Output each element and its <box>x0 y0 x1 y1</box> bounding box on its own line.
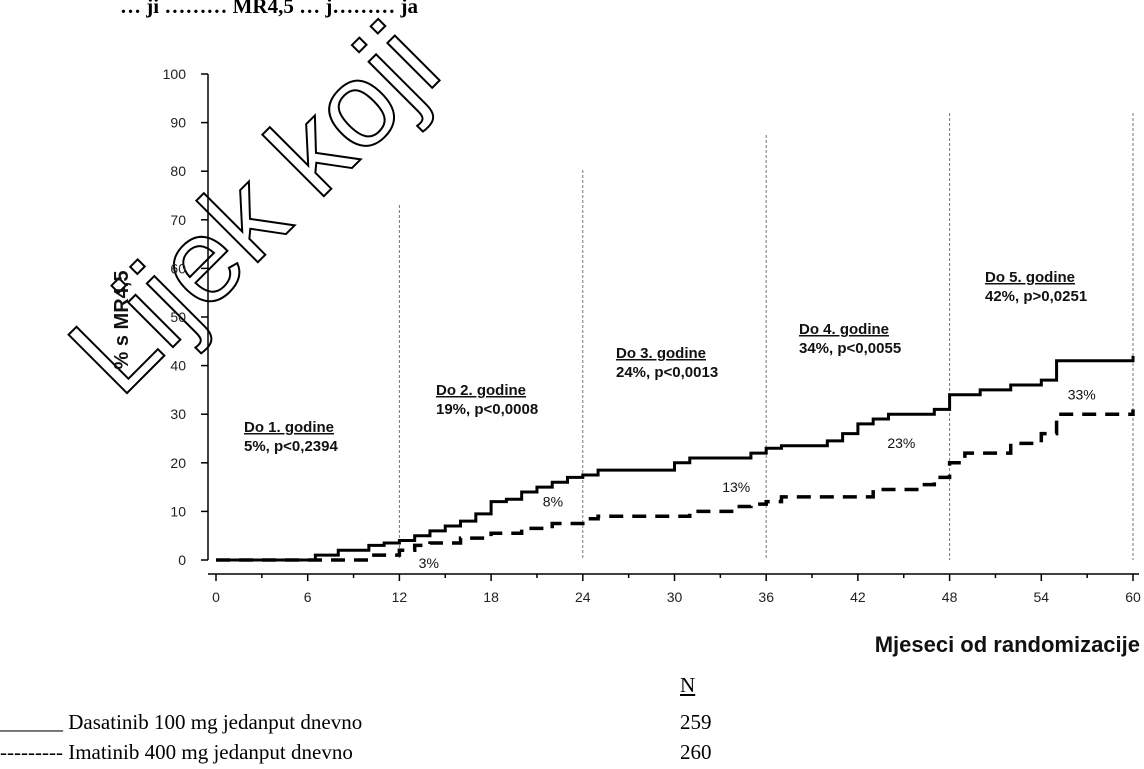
period-title-2: Do 2. godine <box>436 382 526 399</box>
y-tick-label-10: 10 <box>170 503 186 519</box>
watermark: Lijek koji <box>43 0 465 419</box>
x-tick-label-60: 60 <box>1125 589 1141 605</box>
annotations: Do 1. godine 5%, p<0,2394 Do 2. godine 19%,… <box>244 269 1096 571</box>
x-tick-label-6: 6 <box>304 589 312 605</box>
axes: 0 10 20 30 40 50 60 70 80 90 100 0 6 12 18 24 30 36 42 48 54… <box>111 66 1141 657</box>
x-tick-label-24: 24 <box>575 589 591 605</box>
pct-label-5: 33% <box>1068 387 1096 403</box>
period-title-3: Do 3. godine <box>616 345 706 362</box>
period-stat-1: 5%, p<0,2394 <box>244 438 338 455</box>
x-tick-label-12: 12 <box>392 589 408 605</box>
x-tick-label-42: 42 <box>850 589 866 605</box>
y-tick-label-50: 50 <box>170 309 186 325</box>
series-layer <box>216 355 1135 562</box>
y-tick-label-30: 30 <box>170 406 186 422</box>
period-stat-3: 24%, p<0,0013 <box>616 364 718 381</box>
imatinib-line <box>216 409 1135 562</box>
page-title: … ji ……… MR4,5 … j……… ja <box>120 0 419 18</box>
y-tick-label-0: 0 <box>178 552 186 568</box>
pct-label-1: 3% <box>419 555 439 571</box>
y-tick-label-60: 60 <box>170 260 186 276</box>
x-tick-label-36: 36 <box>758 589 774 605</box>
period-title-5: Do 5. godine <box>985 269 1075 286</box>
x-tick-label-54: 54 <box>1034 589 1050 605</box>
x-tick-label-30: 30 <box>667 589 683 605</box>
y-tick-label-80: 80 <box>170 163 186 179</box>
y-tick-label-40: 40 <box>170 358 186 374</box>
period-stat-4: 34%, p<0,0055 <box>799 340 901 357</box>
x-tick-label-48: 48 <box>942 589 958 605</box>
pct-label-3: 13% <box>722 479 750 495</box>
y-tick-label-70: 70 <box>170 212 186 228</box>
x-tick-label-18: 18 <box>483 589 499 605</box>
period-divider-lines <box>398 113 1134 560</box>
period-stat-2: 19%, p<0,0008 <box>436 401 538 418</box>
period-title-1: Do 1. godine <box>244 419 334 436</box>
y-tick-label-90: 90 <box>170 115 186 131</box>
y-tick-label-100: 100 <box>163 66 187 82</box>
pct-label-2: 8% <box>543 494 563 510</box>
watermark-text: Lijek koji <box>44 0 464 418</box>
y-axis-title: % s MR4,5 <box>111 271 133 370</box>
period-title-4: Do 4. godine <box>799 321 889 338</box>
y-tick-label-20: 20 <box>170 455 186 471</box>
dasatinib-line <box>216 355 1135 562</box>
x-axis-title: Mjeseci od randomizacije <box>875 632 1140 657</box>
period-stat-5: 42%, p>0,0251 <box>985 288 1087 305</box>
x-tick-label-0: 0 <box>212 589 220 605</box>
pct-label-4: 23% <box>887 435 915 451</box>
